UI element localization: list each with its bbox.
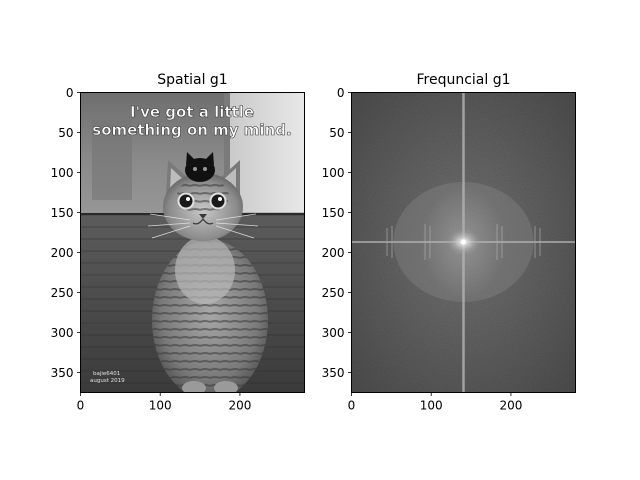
cat-eye-right-glint: [218, 197, 222, 201]
cat-eye-left-glint: [186, 197, 190, 201]
tick-group-frequency: 0 100 200 0 50 100 150 200 250 300 350: [322, 86, 523, 413]
caption-line-2: something on my mind.: [92, 121, 291, 139]
y-tick-label: 300: [51, 326, 74, 340]
y-tick-label: 150: [51, 206, 74, 220]
cat-eye-right: [209, 192, 227, 210]
axes-spatial: Spatial g1: [51, 72, 305, 413]
y-tick-label: 100: [322, 166, 345, 180]
spectrum-side-bands: [386, 224, 541, 260]
cat-whiskers: [147, 213, 259, 239]
x-tick-label: 100: [420, 399, 443, 413]
x-tick-label: 100: [149, 399, 172, 413]
cat-mouth: [192, 218, 214, 225]
y-tick-label: 200: [51, 246, 74, 260]
watermark-line-2: august 2019: [90, 378, 125, 384]
cat-nose: [199, 214, 207, 219]
y-tick-label: 300: [322, 326, 345, 340]
y-tick-label: 150: [322, 206, 345, 220]
cat-eye-left: [177, 192, 195, 210]
cat-paw-right: [214, 381, 238, 393]
axes-title: Frequncial g1: [416, 72, 510, 88]
kitten-head: [185, 158, 215, 182]
axes-frequency: Frequncial g1 0 100 200 0 50 100 150 200 250 300 3…: [322, 72, 576, 413]
cat-chest: [175, 236, 235, 304]
y-tick-label: 0: [337, 86, 345, 100]
y-tick-label: 200: [322, 246, 345, 260]
y-tick-label: 250: [322, 286, 345, 300]
x-tick-label: 0: [348, 399, 356, 413]
axes-frame: [351, 92, 576, 393]
y-tick-label: 350: [51, 366, 74, 380]
y-tick-label: 0: [66, 86, 74, 100]
watermark-line-1: bajie6401: [93, 371, 120, 377]
y-tick-label: 350: [322, 366, 345, 380]
kitten-eye-left: [193, 167, 197, 171]
tick-group-spatial: 0 100 200 0 50 100 150 200 250 300 350: [51, 86, 252, 413]
caption-line-1: I've got a little: [130, 103, 254, 121]
x-tick-label: 0: [77, 399, 85, 413]
frequency-image: [351, 92, 576, 393]
kitten-ear-left: [186, 152, 195, 165]
axes-title: Spatial g1: [157, 72, 227, 88]
spectrum-dc: [461, 239, 466, 245]
y-tick-label: 100: [51, 166, 74, 180]
doorway: [228, 92, 304, 213]
axes-frame: [80, 92, 305, 393]
y-tick-label: 50: [329, 126, 344, 140]
wall-panel: [92, 120, 132, 200]
cat-paw-left: [182, 381, 206, 393]
kitten-ear-right: [205, 152, 214, 165]
x-tick-label: 200: [228, 399, 251, 413]
x-tick-label: 200: [499, 399, 522, 413]
spatial-image: I've got a little something on my mind. …: [80, 92, 305, 393]
door-frame: [224, 92, 230, 215]
y-tick-label: 50: [58, 126, 73, 140]
y-tick-label: 250: [51, 286, 74, 300]
kitten-eye-right: [203, 167, 207, 171]
